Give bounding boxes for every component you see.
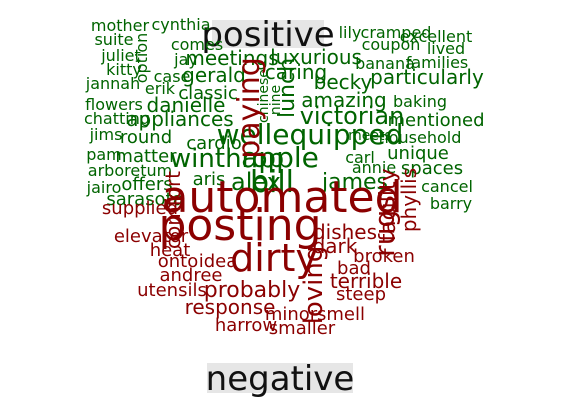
- word-negative-utensils: utensils: [137, 280, 207, 301]
- word-negative-smell: smell: [317, 304, 365, 325]
- word-negative-posting: posting: [158, 200, 321, 251]
- word-positive-suite: suite: [94, 30, 133, 49]
- word-negative-response: response: [185, 295, 276, 319]
- word-positive-erik: erik: [145, 79, 176, 98]
- word-negative-bad: bad: [337, 258, 371, 279]
- word-positive-kitty: kitty: [106, 60, 142, 79]
- word-positive-lily: lily: [339, 23, 362, 42]
- word-negative-paying: paying: [232, 57, 267, 159]
- word-positive-luxurious: luxurious: [270, 45, 362, 69]
- word-positive-james: james: [321, 170, 388, 195]
- word-negative-onto: onto: [158, 251, 199, 272]
- word-negative-dark: dark: [313, 234, 358, 258]
- word-positive-juliet: juliet: [100, 46, 141, 65]
- word-positive-household: household: [379, 128, 462, 147]
- word-positive-coupon: coupon: [362, 35, 421, 54]
- word-positive-aris: aris: [193, 169, 226, 190]
- word-positive-danielle: danielle: [147, 93, 226, 117]
- word-positive-jims: jims: [89, 125, 123, 144]
- group-label-bg-positive: [212, 20, 324, 48]
- word-positive-chatting: chatting: [84, 109, 150, 128]
- word-positive-unique: unique: [387, 143, 449, 164]
- word-positive-mentioned: mentioned: [388, 110, 485, 131]
- group-label-bg-negative: [207, 363, 353, 393]
- word-positive-cynthia: cynthia: [151, 15, 210, 34]
- word-positive-apple: apple: [241, 141, 319, 174]
- word-negative-broken: broken: [353, 246, 415, 267]
- word-positive-jay: jay: [173, 50, 198, 69]
- word-positive-cancel: cancel: [421, 177, 473, 196]
- word-positive-jannah: jannah: [85, 74, 140, 93]
- word-negative-terrible: terrible: [330, 269, 402, 293]
- word-positive-appliances: appliances: [126, 107, 233, 131]
- word-positive-pam: pam: [86, 145, 122, 164]
- word-negative-facility: facility: [376, 168, 401, 241]
- word-positive-baking: baking: [393, 92, 447, 111]
- word-negative-steep: steep: [336, 284, 386, 305]
- word-negative-rugs: rugs: [368, 195, 401, 257]
- word-negative-automated: automated: [161, 172, 402, 223]
- word-positive-barry: barry: [430, 194, 472, 213]
- word-negative-probably: probably: [204, 278, 301, 303]
- word-positive-bill: bill: [250, 165, 294, 200]
- word-negative-dirty: dirty: [230, 236, 318, 280]
- word-positive-amazing: amazing: [301, 88, 386, 112]
- word-negative-comfort: comfort: [161, 171, 185, 249]
- word-positive-caring: caring: [265, 60, 327, 84]
- word-positive-matter: matter: [115, 146, 177, 167]
- group-label-negative: negative: [206, 359, 355, 399]
- word-positive-spaces: spaces: [401, 158, 463, 179]
- word-negative-heat: heat: [150, 240, 191, 261]
- word-negative-harrow: harrow: [215, 315, 277, 336]
- word-positive-option: option: [132, 33, 151, 84]
- group-label-positive: positive: [201, 15, 334, 55]
- word-positive-annie: annie: [352, 158, 396, 177]
- word-positive-meets: meets: [348, 128, 392, 144]
- word-positive-wellequipped: wellequipped: [217, 118, 404, 151]
- word-negative-idea: idea: [199, 251, 238, 272]
- word-positive-cardio: cardio: [186, 133, 241, 154]
- word-negative-supplied: supplied: [102, 198, 178, 219]
- word-positive-chinese: chinese: [256, 69, 272, 123]
- word-negative-loving: loving: [299, 246, 329, 325]
- word-positive-alex: alex: [231, 168, 281, 196]
- word-negative-phyllis: phyllis: [397, 168, 421, 232]
- word-positive-particularly: particularly: [370, 65, 484, 89]
- word-positive-sarasota: sarasota: [106, 189, 183, 210]
- word-positive-carl: carl: [345, 148, 375, 167]
- word-positive-lived: lived: [427, 39, 465, 58]
- word-positive-cramped: cramped: [361, 23, 432, 42]
- word-positive-comes: comes: [171, 35, 223, 54]
- word-positive-jairo: jairo: [86, 178, 122, 197]
- word-positive-offers: offers: [121, 174, 172, 195]
- word-positive-flowers: flowers: [85, 95, 143, 114]
- word-positive-gerald: gerald: [182, 63, 246, 87]
- word-positive-meetings: meetings: [185, 46, 278, 70]
- word-positive-lunch: lunch: [275, 58, 300, 118]
- word-negative-elevator: elevator: [114, 226, 189, 247]
- word-negative-minor: minor: [265, 304, 318, 325]
- word-positive-becky: becky: [314, 70, 373, 94]
- word-positive-classic: classic: [178, 83, 238, 104]
- word-negative-andree: andree: [159, 265, 222, 286]
- word-positive-round: round: [120, 127, 172, 148]
- word-positive-mother: mother: [91, 16, 150, 35]
- word-positive-arboretum: arboretum: [88, 161, 172, 180]
- word-positive-nine: nine: [268, 85, 284, 115]
- word-positive-winthrop: winthrop: [170, 144, 284, 174]
- word-positive-banana: banana: [355, 54, 415, 73]
- word-positive-families: families: [406, 53, 469, 72]
- word-positive-victorian: victorian: [300, 102, 405, 130]
- word-negative-dishes: dishes: [313, 220, 377, 244]
- word-positive-case: case: [154, 67, 191, 86]
- word-positive-excellent: excellent: [400, 27, 473, 46]
- word-negative-smaller: smaller: [269, 318, 336, 339]
